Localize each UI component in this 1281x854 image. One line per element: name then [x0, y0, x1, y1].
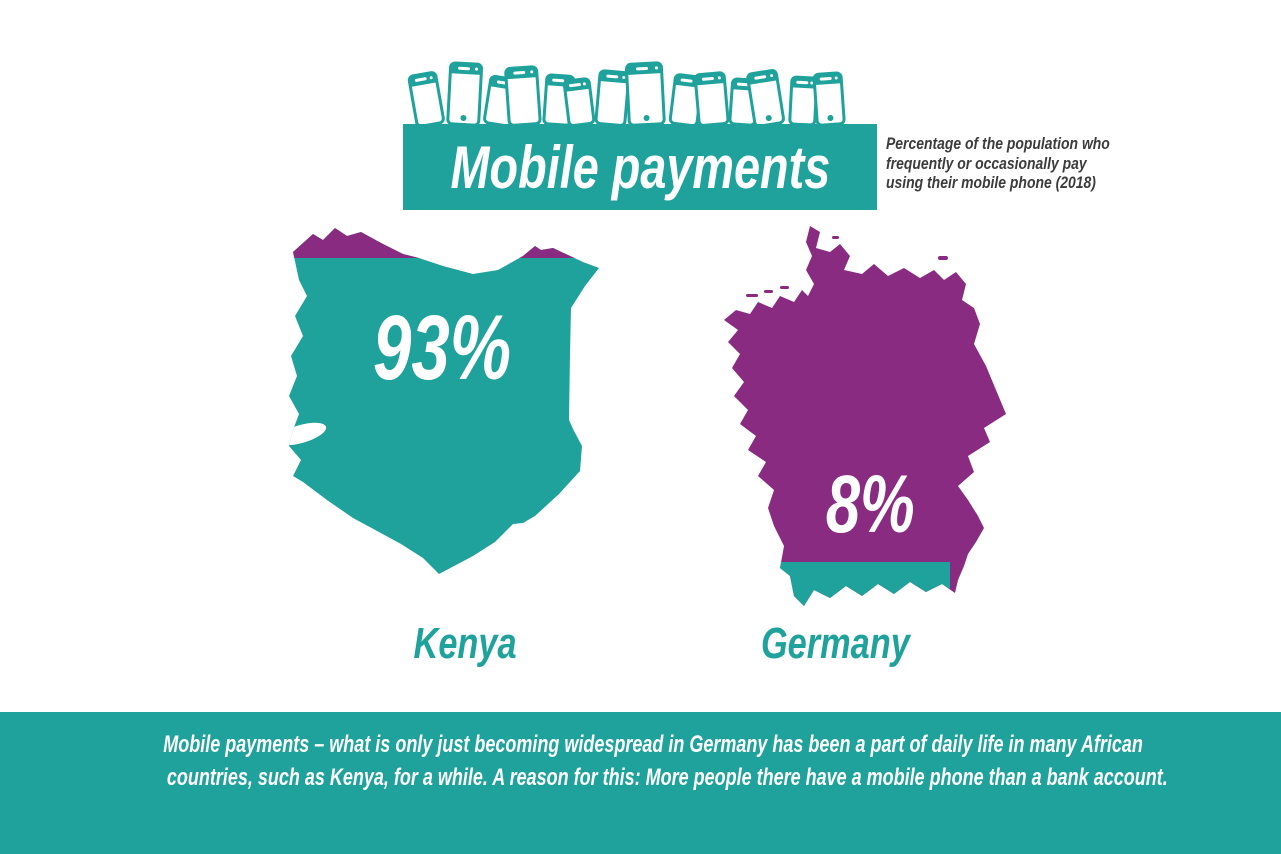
phone-icon: [446, 61, 484, 127]
phone-speaker-icon: [409, 72, 437, 87]
germany-shape: [724, 226, 1006, 606]
phone-icon: [812, 71, 846, 128]
germany-label: Germany: [760, 619, 910, 668]
phone-speaker-icon: [695, 72, 725, 86]
kenya-shape: [289, 228, 599, 574]
island-specks: [746, 236, 948, 297]
footer-text: Mobile payments – what is only just beco…: [0, 712, 1168, 794]
footer-line: countries, such as Kenya, for a while. A…: [166, 764, 1168, 791]
phone-icon: [562, 76, 596, 128]
lake-victoria-notch: [289, 422, 327, 446]
note-line: using their mobile phone (2018): [886, 173, 1096, 192]
phone-icon: [693, 70, 730, 128]
phone-speaker-icon: [505, 67, 537, 80]
subtitle-note: Percentage of the population who frequen…: [886, 134, 1159, 193]
note-line: Percentage of the population who: [886, 134, 1110, 153]
phones-row: [406, 61, 866, 129]
note-line: frequently or occasionally pay: [886, 153, 1087, 173]
kenya-map: 93%: [283, 224, 601, 576]
phone-speaker-icon: [814, 73, 842, 86]
kenya-fill: [289, 228, 599, 574]
kenya-label: Kenya: [413, 619, 517, 668]
phone-icon: [503, 64, 542, 128]
germany-map: 8%: [712, 224, 1006, 609]
footer-line: Mobile payments – what is only just beco…: [163, 731, 1143, 758]
title-banner: Mobile payments: [403, 124, 877, 210]
phone-icon: [624, 61, 666, 127]
phone-speaker-icon: [564, 78, 590, 92]
kenya-value: 93%: [372, 297, 512, 399]
germany-fill: [724, 226, 1006, 606]
page-title: Mobile payments: [450, 133, 830, 201]
phone-speaker-icon: [747, 70, 777, 85]
phone-speaker-icon: [450, 63, 482, 75]
kenya-top-stripe: [289, 228, 599, 258]
phone-icon: [406, 70, 446, 129]
footer-banner: Mobile payments – what is only just beco…: [0, 712, 1281, 854]
germany-value: 8%: [825, 459, 915, 550]
phone-speaker-icon: [626, 63, 662, 75]
germany-bottom-stripe: [724, 562, 950, 606]
